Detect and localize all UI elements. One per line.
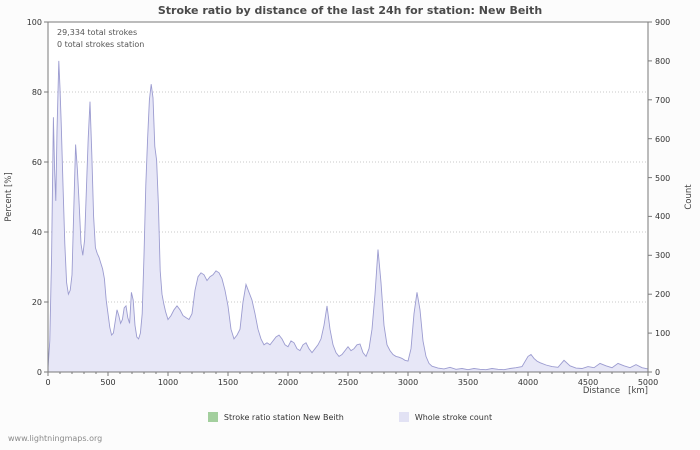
y-right-tick-label: 700 — [655, 95, 671, 105]
y-right-tick-label: 400 — [655, 212, 671, 222]
annotation-total-strokes: 29,334 total strokes — [57, 28, 138, 37]
y-right-tick-label: 600 — [655, 134, 671, 144]
y-right-tick-label: 900 — [655, 18, 671, 27]
x-tick-label: 1000 — [157, 378, 179, 387]
y-left-tick-label: 60 — [31, 158, 42, 167]
y-left-tick-label: 40 — [31, 228, 42, 237]
x-tick-label: 2500 — [337, 378, 359, 387]
y-axis-label-left: Percent [%] — [4, 172, 14, 222]
legend-swatch-ratio — [207, 412, 218, 422]
y-right-tick-label: 200 — [655, 290, 671, 300]
y-right-tick-label: 300 — [655, 251, 671, 261]
y-left-tick-label: 80 — [31, 88, 42, 97]
x-tick-label: 4000 — [517, 378, 539, 387]
y-axis-label-right: Count — [684, 184, 694, 210]
legend-swatch-count — [398, 412, 409, 422]
y-left-tick-label: 100 — [26, 18, 42, 27]
x-tick-label: 0 — [45, 378, 51, 387]
x-tick-label: 2000 — [277, 378, 299, 387]
legend: Stroke ratio station New Beith Whole str… — [0, 412, 700, 422]
y-left-tick-label: 0 — [36, 368, 42, 377]
x-tick-label: 1500 — [217, 378, 239, 387]
legend-label-count: Whole stroke count — [414, 412, 493, 422]
annotation-total-strokes-station: 0 total strokes station — [57, 40, 145, 49]
legend-item-ratio: Stroke ratio station New Beith — [207, 412, 344, 422]
y-right-tick-label: 0 — [655, 368, 661, 377]
chart-title: Stroke ratio by distance of the last 24h… — [157, 4, 543, 17]
y-right-tick-label: 500 — [655, 173, 671, 183]
x-tick-label: 500 — [100, 378, 116, 387]
y-right-tick-label: 100 — [655, 329, 671, 339]
watermark-link[interactable]: www.lightningmaps.org — [8, 434, 103, 443]
legend-item-count: Whole stroke count — [398, 412, 493, 422]
y-left-tick-label: 20 — [31, 298, 42, 307]
y-right-tick-label: 800 — [655, 56, 671, 66]
x-axis-label: Distance [km] — [582, 386, 648, 396]
x-tick-label: 3500 — [457, 378, 479, 387]
x-tick-label: 4500 — [577, 378, 599, 387]
legend-label-ratio: Stroke ratio station New Beith — [223, 412, 344, 422]
x-tick-label: 3000 — [397, 378, 419, 387]
x-tick-label: 5000 — [637, 378, 659, 387]
